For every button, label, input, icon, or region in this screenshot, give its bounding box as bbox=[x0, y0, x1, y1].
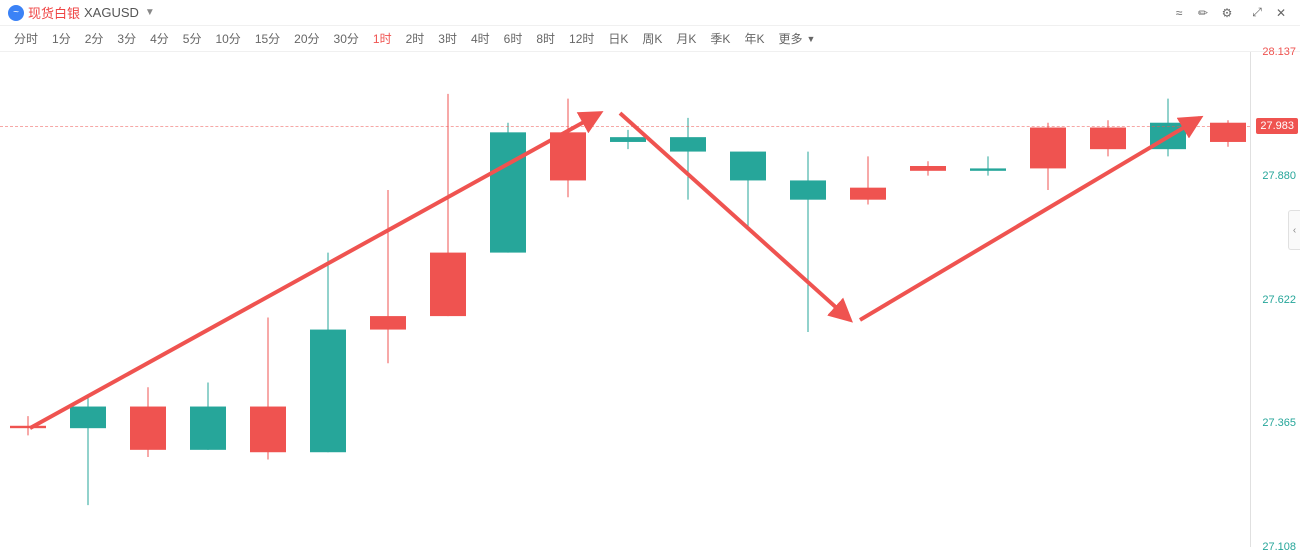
candle-body bbox=[970, 168, 1006, 170]
timeframe-月K[interactable]: 月K bbox=[670, 28, 702, 49]
candle-body bbox=[430, 253, 466, 316]
timeframe-2分[interactable]: 2分 bbox=[79, 28, 110, 49]
timeframe-季K[interactable]: 季K bbox=[704, 28, 736, 49]
price-tick: 27.880 bbox=[1262, 170, 1296, 182]
candle-body bbox=[1090, 128, 1126, 150]
candle-body bbox=[730, 152, 766, 181]
symbol-ticker: XAGUSD bbox=[84, 5, 139, 20]
timeframe-3分[interactable]: 3分 bbox=[111, 28, 142, 49]
timeframe-3时[interactable]: 3时 bbox=[432, 28, 463, 49]
price-tick: 27.622 bbox=[1262, 294, 1296, 306]
candle-body bbox=[1030, 128, 1066, 169]
timeframe-6时[interactable]: 6时 bbox=[498, 28, 529, 49]
candle-body bbox=[610, 137, 646, 142]
price-axis: 28.13727.88027.62227.36527.10827.983 bbox=[1250, 52, 1300, 547]
fullscreen-button[interactable]: ⤢ bbox=[1246, 3, 1268, 23]
timeframe-2时[interactable]: 2时 bbox=[400, 28, 431, 49]
draw-button[interactable]: ✏ bbox=[1192, 3, 1214, 23]
timeframe-8时[interactable]: 8时 bbox=[530, 28, 561, 49]
more-label: 更多 bbox=[778, 30, 802, 47]
timeframe-周K[interactable]: 周K bbox=[636, 28, 668, 49]
candle-body bbox=[670, 137, 706, 151]
candle-body bbox=[910, 166, 946, 171]
candle-body bbox=[10, 426, 46, 428]
timeframe-1时[interactable]: 1时 bbox=[367, 28, 398, 49]
timeframe-4时[interactable]: 4时 bbox=[465, 28, 496, 49]
timeframe-4分[interactable]: 4分 bbox=[144, 28, 175, 49]
symbol-icon: ~ bbox=[8, 5, 24, 21]
trend-arrow bbox=[620, 113, 850, 320]
candle-body bbox=[790, 180, 826, 199]
current-price-tag: 27.983 bbox=[1256, 118, 1298, 134]
price-tick: 27.365 bbox=[1262, 417, 1296, 429]
symbol-name: 现货白银 bbox=[28, 3, 80, 22]
chevron-down-icon: ▼ bbox=[806, 34, 815, 44]
current-price-line bbox=[0, 126, 1250, 127]
timeframe-10分[interactable]: 10分 bbox=[209, 28, 246, 49]
timeframe-分时[interactable]: 分时 bbox=[8, 28, 44, 49]
timeframe-1分[interactable]: 1分 bbox=[46, 28, 77, 49]
settings-button[interactable]: ⚙ bbox=[1216, 3, 1238, 23]
timeframe-5分[interactable]: 5分 bbox=[177, 28, 208, 49]
candle-body bbox=[190, 407, 226, 450]
candle-body bbox=[70, 407, 106, 429]
timeframe-12时[interactable]: 12时 bbox=[563, 28, 600, 49]
symbol-selector[interactable]: ~ 现货白银 XAGUSD ▼ bbox=[8, 3, 155, 22]
chart-canvas[interactable] bbox=[0, 52, 1250, 547]
chevron-down-icon: ▼ bbox=[145, 7, 155, 18]
timeframe-more[interactable]: 更多 ▼ bbox=[772, 28, 821, 49]
candle-body bbox=[250, 407, 286, 453]
timeframe-bar: 分时1分2分3分4分5分10分15分20分30分1时2时3时4时6时8时12时日… bbox=[0, 26, 1300, 52]
chevron-left-icon: ‹ bbox=[1293, 225, 1296, 236]
candle-body bbox=[310, 330, 346, 453]
timeframe-年K[interactable]: 年K bbox=[738, 28, 770, 49]
candle-body bbox=[850, 188, 886, 200]
candle-body bbox=[130, 407, 166, 450]
indicator-button[interactable]: ≈ bbox=[1168, 3, 1190, 23]
timeframe-20分[interactable]: 20分 bbox=[288, 28, 325, 49]
timeframe-15分[interactable]: 15分 bbox=[249, 28, 286, 49]
chart-header: ~ 现货白银 XAGUSD ▼ ≈ ✏ ⚙ ⤢ ✕ bbox=[0, 0, 1300, 26]
timeframe-日K[interactable]: 日K bbox=[602, 28, 634, 49]
timeframe-30分[interactable]: 30分 bbox=[328, 28, 365, 49]
sidebar-toggle[interactable]: ‹ bbox=[1288, 210, 1300, 250]
candle-body bbox=[370, 316, 406, 329]
candle-body bbox=[490, 132, 526, 252]
price-tick: 27.108 bbox=[1262, 541, 1296, 553]
price-tick: 28.137 bbox=[1262, 46, 1296, 58]
close-button[interactable]: ✕ bbox=[1270, 3, 1292, 23]
toolbar: ≈ ✏ ⚙ ⤢ ✕ bbox=[1162, 3, 1292, 23]
